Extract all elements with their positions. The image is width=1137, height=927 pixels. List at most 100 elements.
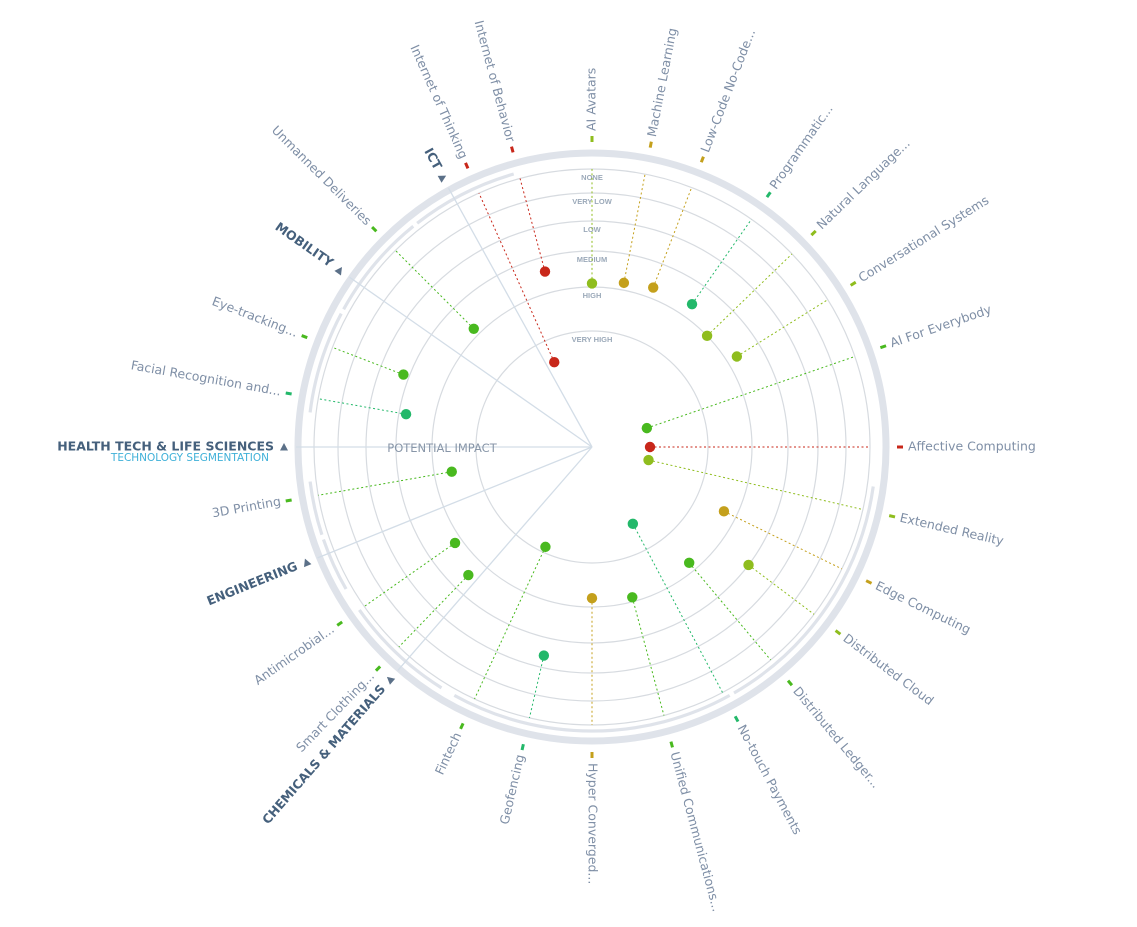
tech-label: Fintech (432, 730, 465, 777)
tech-guide-line (648, 459, 863, 511)
tech-guide-line (632, 523, 723, 693)
tech-tick (810, 229, 817, 237)
tech-label: Extended Reality (898, 510, 1005, 549)
tech-dot[interactable] (731, 351, 743, 362)
tech-dot[interactable] (648, 282, 659, 293)
tech-tick (510, 146, 515, 153)
tech-guide-line (519, 178, 546, 272)
tech-label: Internet of Thinking (407, 42, 471, 161)
tech-label: Machine Learning (644, 27, 680, 138)
tech-guide-line (478, 192, 555, 363)
tech-label: 3D Printing (211, 494, 282, 521)
tech-label: AI For Everybody (888, 301, 994, 350)
tech-dot[interactable] (539, 266, 551, 277)
category-triangle-icon (334, 267, 342, 276)
tech-tick (786, 679, 794, 687)
tech-tick (699, 156, 705, 163)
tech-tick (669, 741, 674, 748)
segment-arc (342, 225, 415, 311)
tech-label: Natural Language... (813, 135, 912, 232)
tech-label: Facial Recognition and... (130, 357, 282, 398)
tech-label: Edge Computing (873, 578, 973, 637)
tech-dot[interactable] (538, 650, 550, 661)
tech-guide-line (706, 253, 793, 337)
category-triangle-icon (304, 558, 312, 568)
category-divider (349, 276, 593, 448)
tech-dot[interactable] (446, 466, 457, 477)
segment-arc (358, 608, 443, 690)
tech-dot[interactable] (618, 277, 630, 289)
tech-label: Unified Communications... (668, 750, 725, 913)
tech-label: Antimicrobial... (251, 621, 337, 687)
tech-label: Low-Code No-Code... (697, 27, 758, 154)
axis-title: POTENTIAL IMPACT (387, 441, 497, 455)
tech-guide-line (528, 655, 545, 718)
category-triangle-icon (280, 443, 288, 451)
ring-label: NONE (581, 173, 603, 182)
category-label-group: ICT (421, 145, 447, 183)
tech-dot[interactable] (449, 537, 461, 549)
category-divider (317, 446, 593, 559)
tech-tick (520, 743, 525, 751)
tech-tick (834, 629, 842, 636)
category-label-group: CHEMICALS & MATERIALS (259, 676, 396, 827)
tech-label: Geofencing (497, 753, 528, 826)
tech-dot[interactable] (686, 298, 698, 310)
tech-dot[interactable] (463, 569, 474, 581)
tech-tick (733, 715, 740, 723)
tech-guide-line (646, 356, 856, 429)
tech-dot[interactable] (468, 323, 479, 334)
tech-tick (374, 665, 382, 672)
tech-guide-line (688, 562, 772, 661)
tech-dot[interactable] (540, 541, 551, 553)
tech-tick (464, 162, 470, 169)
tech-tick (459, 722, 465, 730)
category-label-group: ENGINEERING (205, 558, 312, 608)
category-divider (447, 187, 593, 448)
tech-label: Hyper Converged... (586, 763, 601, 884)
tech-guide-line (736, 299, 829, 357)
tech-dot[interactable] (683, 557, 695, 569)
tech-tick (301, 334, 308, 340)
tech-dot[interactable] (549, 357, 560, 368)
tech-dot[interactable] (627, 518, 639, 530)
category-label: HEALTH TECH & LIFE SCIENCES (57, 439, 274, 454)
tech-guide-line (332, 346, 404, 376)
tech-dot[interactable] (641, 422, 653, 434)
segment-arc (416, 172, 515, 225)
tech-guide-line (474, 546, 546, 700)
tech-dot[interactable] (644, 441, 656, 453)
tech-label: Eye-tracking... (210, 293, 300, 339)
tech-tick (879, 344, 887, 350)
tech-tick (648, 141, 653, 148)
tech-guide-line (723, 510, 843, 570)
tech-tick (285, 498, 292, 503)
segment-arc (321, 538, 348, 590)
tech-label: Programmatic... (766, 102, 836, 192)
segment-arc (308, 312, 343, 413)
tech-label: Distributed Cloud (840, 630, 936, 708)
tech-tick (285, 391, 292, 396)
tech-tick (336, 620, 344, 627)
tech-dot[interactable] (743, 559, 754, 571)
tech-guide-line (318, 471, 452, 496)
tech-dot[interactable] (586, 593, 598, 604)
tech-label: Conversational Systems (855, 192, 991, 285)
tech-label: Distributed Ledger... (790, 684, 883, 791)
ring-label: HIGH (583, 291, 602, 300)
tech-tick (371, 226, 378, 233)
tech-dot[interactable] (586, 278, 598, 289)
category-label: MOBILITY (273, 219, 338, 271)
tech-dot[interactable] (718, 506, 730, 517)
tech-dot[interactable] (643, 454, 654, 466)
category-triangle-icon (437, 175, 447, 183)
category-label: CHEMICALS & MATERIALS (259, 681, 388, 827)
category-triangle-icon (386, 676, 396, 685)
tech-dot[interactable] (701, 330, 713, 342)
tech-dot[interactable] (400, 409, 412, 420)
tech-dot[interactable] (627, 592, 638, 603)
tech-guide-line (748, 564, 815, 615)
tech-dot[interactable] (398, 369, 409, 380)
ring-label: LOW (583, 225, 601, 234)
